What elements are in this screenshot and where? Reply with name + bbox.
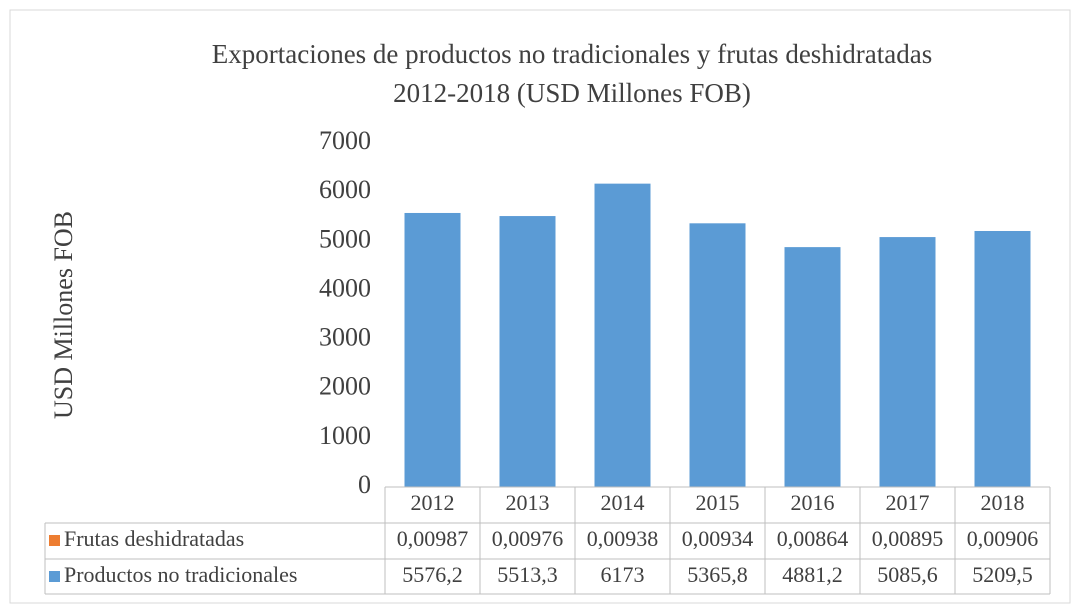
table-value: 5513,3 (497, 562, 558, 587)
table-value: 5085,6 (877, 562, 938, 587)
table-value: 5365,8 (687, 562, 748, 587)
table-value: 6173 (601, 562, 645, 587)
x-tick-label: 2015 (696, 490, 740, 515)
y-tick-label: 2000 (319, 372, 371, 401)
y-tick-label: 5000 (319, 224, 371, 253)
legend-swatch (49, 571, 60, 582)
x-tick-label: 2012 (411, 490, 455, 515)
y-axis-label: USD Millones FOB (49, 211, 78, 419)
bar-segment (594, 183, 651, 487)
table-value: 5209,5 (972, 562, 1033, 587)
x-tick-label: 2018 (981, 490, 1025, 515)
x-tick-label: 2016 (791, 490, 835, 515)
table-value: 0,00895 (872, 526, 944, 551)
bar-segment (879, 237, 936, 487)
y-tick-label: 0 (358, 470, 371, 499)
chart-title: 2012-2018 (USD Millones FOB) (393, 78, 751, 108)
legend-label: Frutas deshidratadas (64, 526, 244, 551)
legend-swatch (49, 535, 60, 546)
table-value: 0,00864 (777, 526, 849, 551)
table-value: 4881,2 (782, 562, 843, 587)
bar-segment (404, 212, 461, 487)
bar-segment (499, 216, 556, 488)
table-value: 0,00906 (967, 526, 1039, 551)
bar-segment (974, 230, 1031, 487)
y-tick-label: 7000 (319, 126, 371, 155)
table-value: 0,00987 (397, 526, 469, 551)
x-tick-label: 2017 (886, 490, 930, 515)
y-tick-label: 3000 (319, 323, 371, 352)
chart-title: Exportaciones de productos no tradiciona… (212, 39, 933, 69)
bar-segment (784, 247, 841, 487)
bar-segment (689, 223, 746, 487)
table-value: 0,00934 (682, 526, 754, 551)
table-value: 5576,2 (402, 562, 463, 587)
y-tick-label: 6000 (319, 175, 371, 204)
x-tick-label: 2013 (506, 490, 550, 515)
table-value: 0,00938 (587, 526, 659, 551)
y-tick-label: 4000 (319, 273, 371, 302)
legend-label: Productos no tradicionales (64, 562, 297, 587)
y-tick-label: 1000 (319, 421, 371, 450)
x-tick-label: 2014 (601, 490, 645, 515)
table-value: 0,00976 (492, 526, 564, 551)
